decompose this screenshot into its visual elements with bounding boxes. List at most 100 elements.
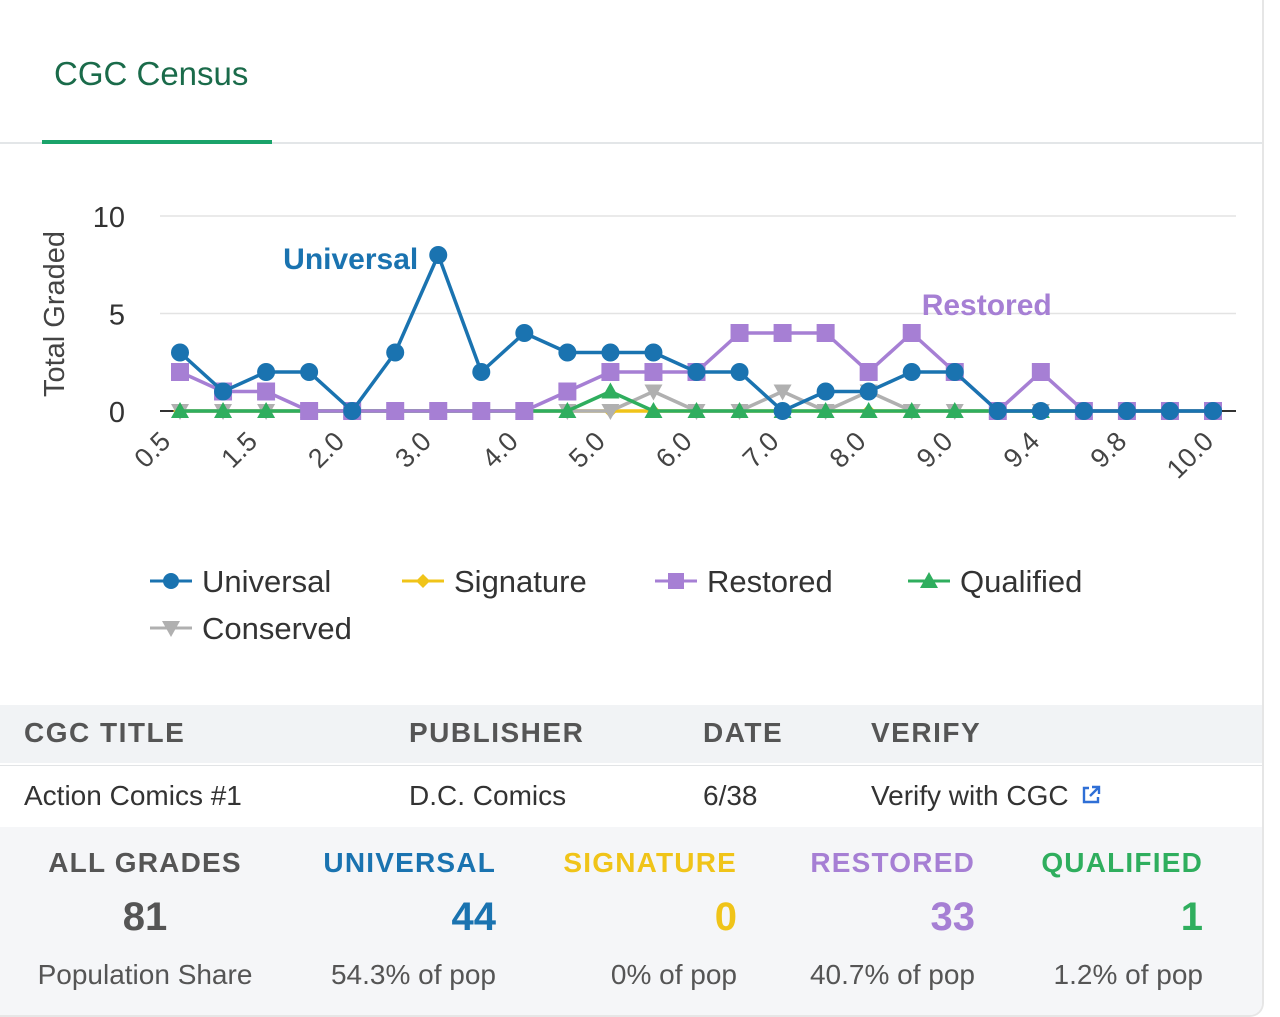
restored-annotation: Restored xyxy=(922,289,1052,322)
x-tick-label: 5.0 xyxy=(563,426,611,474)
conserved-marker-icon xyxy=(150,621,192,637)
stat-sub: 54.3% of pop xyxy=(330,959,496,990)
verify-link-label: Verify with CGC xyxy=(871,780,1069,811)
legend-label: Qualified xyxy=(960,564,1083,599)
universal-point xyxy=(429,246,448,264)
universal-point xyxy=(472,363,491,381)
active-tab-indicator xyxy=(42,140,272,144)
x-tick-label: 9.0 xyxy=(911,426,959,474)
universal-point xyxy=(902,363,921,381)
universal-point xyxy=(515,324,534,342)
table-header: CGC TITLE PUBLISHER DATE VERIFY xyxy=(0,705,1262,763)
universal-point xyxy=(214,382,233,401)
universal-annotation: Universal xyxy=(283,243,418,276)
stat-sub: Population Share xyxy=(37,959,253,990)
x-tick-label: 9.8 xyxy=(1085,426,1133,474)
y-tick-label: 10 xyxy=(93,202,125,234)
stat-value: 33 xyxy=(930,895,976,939)
qualified-point xyxy=(601,382,620,399)
stat-sub: 1.2% of pop xyxy=(1053,959,1203,990)
x-tick-label: 7.0 xyxy=(737,426,785,474)
restored-point xyxy=(257,382,276,401)
header-cgc-title: CGC TITLE xyxy=(24,717,186,748)
x-tick-label: 8.0 xyxy=(824,426,872,474)
header-date: DATE xyxy=(703,717,784,748)
grade-stats: ALL GRADES 81 Population Share UNIVERSAL… xyxy=(0,827,1262,1015)
restored-point xyxy=(644,363,663,381)
comic-date: 6/38 xyxy=(703,780,758,811)
comic-publisher: D.C. Comics xyxy=(409,780,567,811)
qualified-point xyxy=(257,402,276,418)
universal-point xyxy=(171,343,189,362)
universal-point xyxy=(601,343,620,362)
universal-point xyxy=(687,363,706,381)
universal-point xyxy=(558,343,577,362)
stat-sub: 0% of pop xyxy=(610,959,737,990)
universal-point xyxy=(1074,402,1093,420)
x-tick-label: 0.5 xyxy=(128,426,176,474)
restored-point xyxy=(171,363,189,381)
conserved-point xyxy=(644,384,663,401)
y-axis-label: Total Graded xyxy=(39,231,71,397)
x-tick-label: 2.0 xyxy=(302,426,350,474)
tab-label: CGC Census xyxy=(54,55,249,92)
legend-label: Conserved xyxy=(202,611,352,646)
legend-label: Restored xyxy=(707,564,833,599)
universal-point xyxy=(988,402,1007,420)
restored-point xyxy=(773,324,792,342)
qualified-point xyxy=(945,402,964,418)
restored-point xyxy=(601,363,620,381)
qualified-marker-icon xyxy=(908,572,950,588)
x-tick-label: 9.4 xyxy=(998,426,1046,474)
external-link-icon xyxy=(1082,785,1100,804)
conserved-point xyxy=(601,404,620,420)
y-tick-label: 0 xyxy=(109,397,125,429)
restored-point xyxy=(859,363,878,381)
stat-label: QUALIFIED xyxy=(1041,847,1203,878)
universal-point xyxy=(343,402,362,420)
universal-point xyxy=(730,363,749,381)
header-publisher: PUBLISHER xyxy=(409,717,585,748)
stat-label: RESTORED xyxy=(810,847,975,878)
comic-title: Action Comics #1 xyxy=(24,780,242,811)
stat-value: 44 xyxy=(451,895,497,939)
qualified-point xyxy=(816,402,835,418)
restored-marker-icon xyxy=(655,573,697,589)
restored-point xyxy=(300,402,319,420)
x-tick-label: 4.0 xyxy=(476,426,524,474)
universal-point xyxy=(816,382,835,401)
universal-point xyxy=(1117,402,1136,420)
qualified-point xyxy=(171,402,189,418)
restored-point xyxy=(558,382,577,401)
universal-point xyxy=(773,402,792,420)
universal-point xyxy=(386,343,405,362)
qualified-point xyxy=(214,402,233,418)
qualified-point xyxy=(859,402,878,418)
chart-legend: Universal Signature Restored Qualified C… xyxy=(150,560,1200,660)
universal-point xyxy=(257,363,276,381)
stat-value: 0 xyxy=(714,895,737,939)
universal-marker-icon xyxy=(150,573,192,589)
restored-point xyxy=(386,402,405,420)
stat-value: 81 xyxy=(122,895,168,939)
signature-marker-icon xyxy=(402,574,444,588)
restored-point xyxy=(515,402,534,420)
x-tick-label: 6.0 xyxy=(650,426,698,474)
universal-point xyxy=(644,343,663,362)
universal-point xyxy=(945,363,964,381)
tab-cgc-census[interactable]: CGC Census xyxy=(42,0,272,144)
verify-with-cgc-link[interactable]: Verify with CGC xyxy=(871,780,1100,812)
stat-value: 1 xyxy=(1180,895,1203,939)
qualified-point xyxy=(687,402,706,418)
qualified-point xyxy=(558,402,577,418)
legend-label: Signature xyxy=(454,564,587,599)
restored-point xyxy=(816,324,835,342)
table-row: Action Comics #1 D.C. Comics 6/38 Verify… xyxy=(0,765,1262,829)
x-tick-label: 3.0 xyxy=(389,426,437,474)
restored-point xyxy=(902,324,921,342)
restored-point xyxy=(429,402,448,420)
qualified-point xyxy=(730,402,749,418)
census-chart: 0 5 10 Total Graded 0.5 1.5 2.0 3.0 4.0 5.0 6.0 7.0… xyxy=(39,202,1236,484)
universal-point xyxy=(859,382,878,401)
